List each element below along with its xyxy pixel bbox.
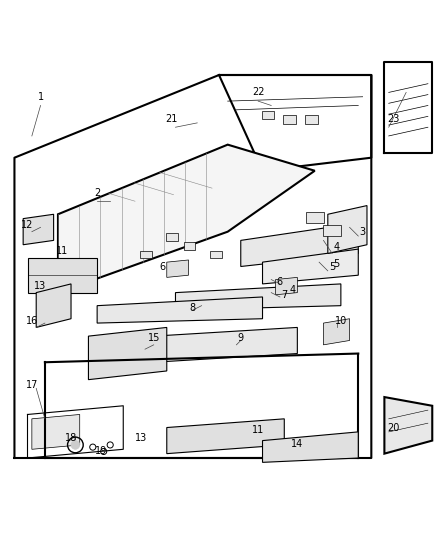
Polygon shape (176, 284, 341, 310)
Polygon shape (241, 223, 358, 266)
Polygon shape (262, 432, 358, 462)
Text: 22: 22 (252, 87, 265, 98)
Text: 16: 16 (26, 316, 38, 326)
Text: 4: 4 (290, 286, 296, 295)
FancyBboxPatch shape (283, 116, 296, 124)
Text: 10: 10 (335, 316, 347, 326)
Polygon shape (154, 327, 297, 362)
Text: 6: 6 (159, 262, 166, 271)
Text: 17: 17 (26, 380, 38, 390)
FancyBboxPatch shape (210, 251, 222, 258)
Text: 11: 11 (56, 246, 68, 256)
Text: 11: 11 (252, 425, 264, 435)
Text: 9: 9 (238, 333, 244, 343)
FancyBboxPatch shape (261, 111, 274, 119)
Polygon shape (36, 284, 71, 327)
Text: 6: 6 (277, 277, 283, 287)
Text: 5: 5 (329, 262, 335, 272)
Text: 18: 18 (65, 433, 77, 442)
Text: 20: 20 (387, 423, 399, 433)
Polygon shape (58, 144, 315, 293)
Text: 5: 5 (333, 260, 339, 269)
Text: 4: 4 (333, 242, 339, 252)
Text: 12: 12 (21, 220, 34, 230)
Circle shape (71, 441, 80, 449)
Polygon shape (23, 214, 53, 245)
Polygon shape (167, 260, 188, 277)
Text: 19: 19 (95, 447, 108, 456)
Text: 21: 21 (165, 114, 177, 124)
Polygon shape (276, 277, 297, 295)
Polygon shape (323, 319, 350, 345)
FancyBboxPatch shape (306, 212, 324, 223)
Text: 13: 13 (134, 433, 147, 443)
Text: 15: 15 (148, 333, 160, 343)
Polygon shape (167, 419, 284, 454)
FancyBboxPatch shape (323, 225, 341, 237)
Polygon shape (28, 258, 97, 293)
Text: 13: 13 (35, 281, 47, 291)
Text: 2: 2 (94, 188, 100, 198)
Polygon shape (262, 249, 358, 284)
FancyBboxPatch shape (166, 233, 178, 241)
FancyBboxPatch shape (184, 242, 195, 249)
FancyBboxPatch shape (140, 251, 152, 258)
Text: 3: 3 (360, 227, 366, 237)
Polygon shape (385, 397, 432, 454)
Text: 8: 8 (190, 303, 196, 313)
Text: 14: 14 (291, 439, 304, 449)
Polygon shape (97, 297, 262, 323)
Text: 7: 7 (281, 290, 287, 300)
Polygon shape (88, 327, 167, 379)
Text: 23: 23 (387, 114, 399, 124)
Polygon shape (328, 206, 367, 254)
FancyBboxPatch shape (305, 116, 318, 124)
Polygon shape (32, 415, 80, 449)
Text: 1: 1 (38, 92, 44, 102)
